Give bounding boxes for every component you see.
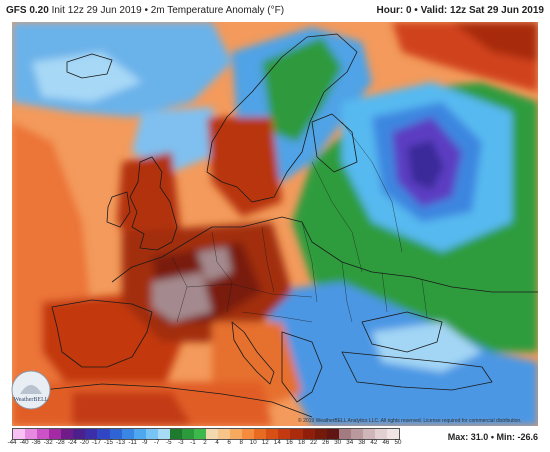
legend-tick-label: 30: [334, 439, 342, 446]
legend-tick-label: 4: [215, 439, 219, 446]
legend-swatch: [290, 429, 303, 439]
legend-swatch: [266, 429, 279, 439]
legend-tick-label: -15: [104, 439, 113, 446]
map-title: GFS 0.20 Init 12z 29 Jun 2019 • 2m Tempe…: [6, 5, 284, 16]
legend-tick-label: 34: [346, 439, 354, 446]
legend-tick-label: -24: [67, 439, 77, 446]
legend-tick-label: 10: [249, 439, 257, 446]
copyright-text: © 2019 WeatherBELL Analytics LLC. All ri…: [298, 418, 522, 424]
legend-swatch: [97, 429, 110, 439]
legend-swatch: [326, 429, 339, 439]
weatherbell-logo-graphic: WeatherBELL: [11, 370, 51, 410]
legend-swatch: [278, 429, 291, 439]
legend-tick-label: 18: [298, 439, 305, 446]
legend-swatch: [145, 429, 158, 439]
legend-tick-label: -1: [190, 439, 196, 446]
legend-tick-label: 26: [322, 439, 330, 446]
legend-tick-label: -11: [128, 439, 137, 446]
legend-tick-label: -32: [43, 439, 53, 446]
legend-swatch: [109, 429, 122, 439]
legend-swatch: [157, 429, 170, 439]
legend-tick-label: -13: [116, 439, 126, 446]
legend-tick-label: 22: [310, 439, 318, 446]
legend-swatch: [374, 429, 387, 439]
legend-tick-label: -36: [31, 439, 41, 446]
anomaly-map: [12, 22, 538, 426]
legend-tick-label: 14: [273, 439, 281, 446]
legend-swatch: [193, 429, 206, 439]
legend-tick-label: 2: [203, 439, 207, 446]
legend-tick-label: 38: [358, 439, 366, 446]
max-value: Max: 31.0: [447, 432, 489, 442]
legend-swatch: [85, 429, 98, 439]
min-value: Min: -26.6: [496, 432, 538, 442]
coastlines: [41, 33, 538, 418]
legend-tick-label: -20: [79, 439, 89, 446]
legend-tick-label: -17: [91, 439, 101, 446]
legend-swatch: [314, 429, 327, 439]
legend-tick-label: -7: [153, 439, 160, 446]
legend-tick-label: -3: [178, 439, 184, 446]
legend-tick-label: -40: [19, 439, 29, 446]
legend-tick-label: 16: [285, 439, 293, 446]
legend-tick-label: -28: [55, 439, 65, 446]
legend-tick-label: 46: [382, 439, 390, 446]
legend-swatch: [25, 429, 38, 439]
legend-swatch: [169, 429, 182, 439]
legend-swatch: [37, 429, 50, 439]
weatherbell-logo: WeatherBELL: [6, 368, 56, 412]
valid-time: Hour: 0 • Valid: 12z Sat 29 Jun 2019: [376, 5, 544, 16]
legend-swatch: [254, 429, 267, 439]
legend-swatch: [302, 429, 315, 439]
legend-tick-label: 8: [239, 439, 243, 446]
country-borders: [171, 121, 428, 323]
legend-swatch: [73, 429, 86, 439]
legend-swatch: [49, 429, 62, 439]
legend-tick-label: 42: [370, 439, 378, 446]
legend-tick-label: -9: [141, 439, 148, 446]
map-canvas: [12, 22, 538, 426]
header-bar: GFS 0.20 Init 12z 29 Jun 2019 • 2m Tempe…: [0, 0, 550, 22]
legend-tick-label: -5: [166, 439, 172, 446]
legend-swatch: [206, 429, 219, 439]
legend-swatch: [61, 429, 74, 439]
max-min-readout: Max: 31.0 • Min: -26.6: [447, 432, 538, 442]
legend-tick-label: -44: [7, 439, 17, 446]
model-name: GFS 0.20: [6, 5, 49, 16]
legend-tick-label: 50: [394, 439, 402, 446]
legend-tick-label: 6: [227, 439, 231, 446]
logo-text: WeatherBELL: [14, 397, 49, 403]
color-scale-bar: [12, 428, 400, 440]
legend-swatch: [181, 429, 194, 439]
legend-swatch: [386, 429, 399, 439]
legend-swatch: [242, 429, 255, 439]
legend-swatch: [362, 429, 375, 439]
legend-swatch: [13, 429, 26, 439]
init-description: Init 12z 29 Jun 2019 • 2m Temperature An…: [51, 5, 285, 16]
color-scale-ticks: -44 -40 -36 -32 -28 -24 -20 -17 -15 -13 -11 -9 -7 -5-…: [8, 439, 402, 449]
legend-swatch: [338, 429, 351, 439]
legend-swatch: [230, 429, 243, 439]
legend-swatch: [218, 429, 231, 439]
legend-tick-label: 12: [261, 439, 269, 446]
legend-swatch: [133, 429, 146, 439]
legend-swatch: [350, 429, 363, 439]
legend-swatch: [121, 429, 134, 439]
